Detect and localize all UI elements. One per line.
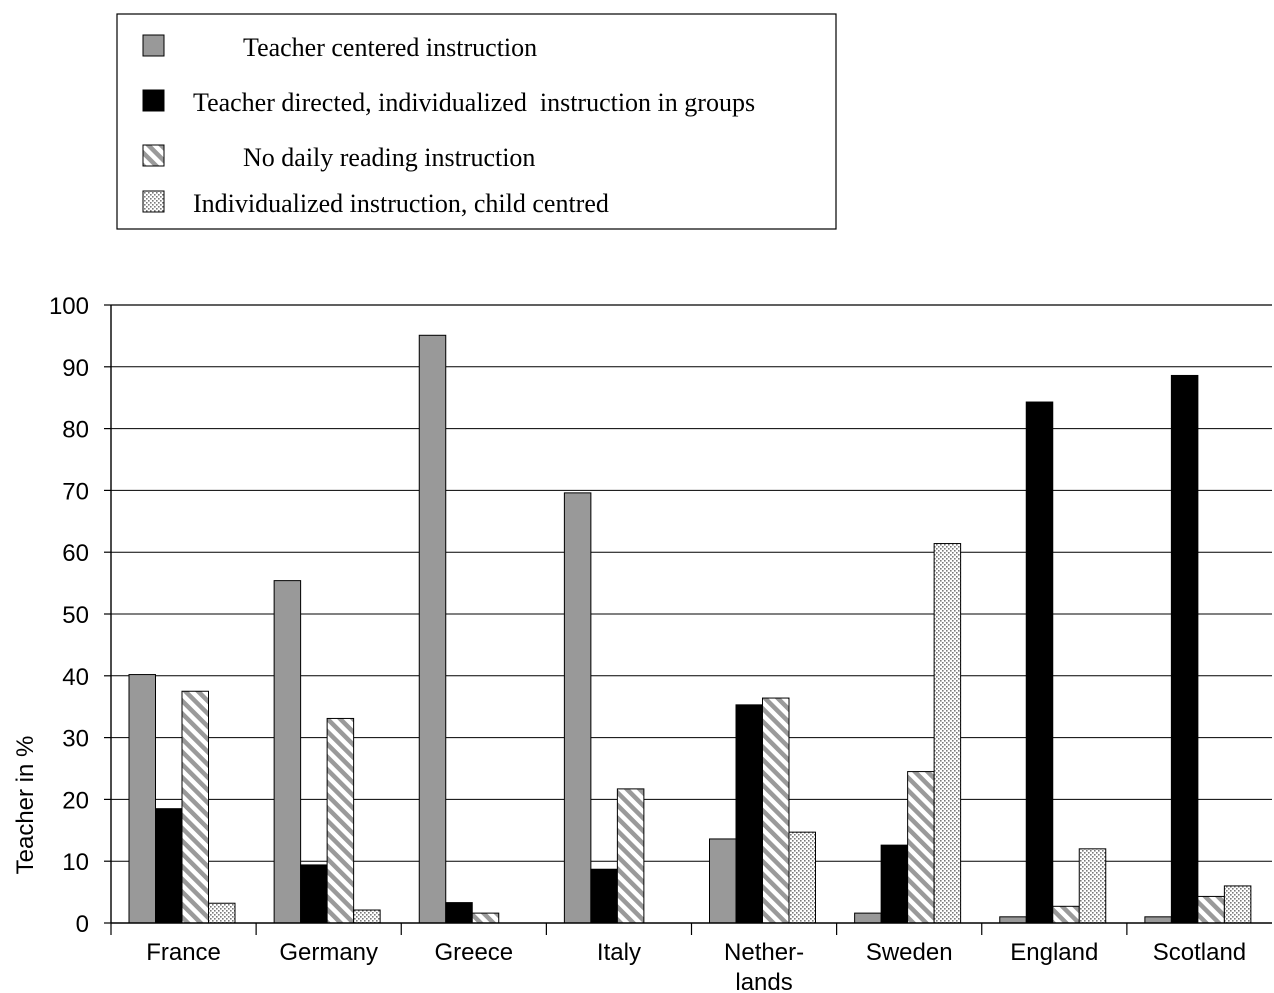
bar (563, 492, 592, 924)
x-tick-label: Greece (434, 939, 513, 966)
bar (907, 771, 935, 924)
y-tick-label: 50 (62, 602, 89, 629)
y-tick-label: 20 (62, 787, 89, 814)
bar (1170, 374, 1199, 924)
bar (1197, 895, 1225, 924)
bar (1223, 885, 1252, 924)
bar (208, 902, 236, 924)
legend-swatch (142, 34, 165, 57)
y-tick-label: 90 (62, 355, 89, 382)
plot-area: 0 10 20 30 40 50 60 70 80 90 100 France Germany Gree… (49, 293, 1272, 993)
x-tick-label: Scotland (1153, 939, 1246, 966)
bar (616, 788, 645, 924)
y-tick-label: 30 (62, 726, 89, 753)
y-tick-label: 40 (62, 664, 89, 691)
bar (762, 697, 790, 924)
x-tick-label: France (146, 939, 221, 966)
x-tick-label: England (1010, 939, 1098, 966)
legend: Teacher centered instruction Teacher dire… (116, 13, 837, 230)
legend-label: Teacher centered instruction (243, 33, 537, 62)
bar (880, 844, 909, 924)
bar (418, 334, 447, 924)
bar (326, 717, 355, 924)
y-tick-label: 70 (62, 478, 89, 505)
x-tick-label: Italy (597, 939, 641, 966)
bar (788, 831, 816, 924)
bar (735, 704, 763, 924)
y-tick-label: 10 (62, 849, 89, 876)
bar (273, 580, 302, 924)
x-tick-label: Germany (279, 939, 378, 966)
legend-swatch (142, 190, 165, 213)
y-tick-label: 60 (62, 540, 89, 567)
bar (155, 808, 183, 924)
bar (590, 868, 618, 924)
y-tick-label: 80 (62, 417, 89, 444)
bar (1078, 848, 1107, 924)
bar (353, 909, 381, 924)
bar (181, 690, 209, 924)
bar (999, 916, 1027, 924)
bar (1025, 401, 1054, 924)
legend-frame (116, 13, 837, 230)
y-axis-label: Teacher in % (12, 736, 39, 875)
bar (445, 902, 473, 924)
bar (854, 912, 882, 924)
legend-label: Teacher directed, individualized instruc… (193, 88, 755, 117)
bar (471, 912, 500, 924)
legend-label: Individualized instruction, child centre… (193, 189, 609, 218)
bar (1052, 905, 1080, 924)
bar (933, 543, 962, 924)
y-tick-label: 0 (76, 911, 89, 938)
legend-label: No daily reading instruction (243, 143, 535, 172)
legend-swatch (142, 144, 165, 167)
x-tick-label: Nether-lands (724, 939, 804, 993)
x-tick-label: Sweden (866, 939, 953, 966)
bar (709, 838, 737, 924)
bar (128, 674, 156, 924)
y-tick-label: 100 (49, 293, 89, 320)
legend-swatch (142, 89, 165, 112)
bar (1144, 916, 1172, 924)
bar (300, 864, 328, 924)
